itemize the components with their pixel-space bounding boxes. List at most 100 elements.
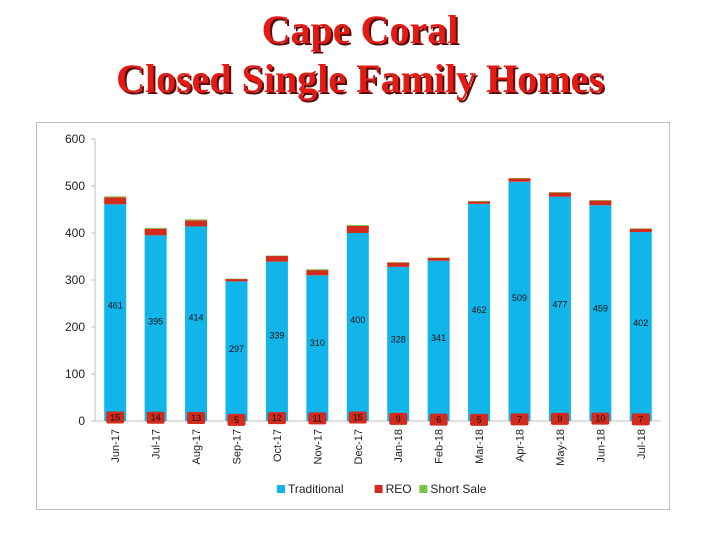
legend-label-short-sale: Short Sale: [430, 482, 486, 496]
bar-reo: [387, 262, 410, 267]
bar-traditional: [306, 275, 329, 421]
x-tick-label: Jan-18: [393, 429, 405, 463]
x-tick-label: Jul-17: [151, 429, 163, 459]
bar-traditional: [104, 204, 127, 421]
data-label-reo-background: [348, 411, 367, 424]
x-tick-label: Sep-17: [232, 429, 244, 464]
bar-traditional: [629, 232, 652, 421]
bar-reo: [265, 256, 288, 262]
bar-reo: [225, 279, 248, 282]
data-label-traditional: 339: [269, 331, 284, 341]
data-label-traditional: 459: [593, 303, 608, 313]
x-tick-label: Dec-17: [353, 429, 365, 464]
data-label-reo: 11: [313, 413, 322, 423]
bar-traditional: [225, 281, 248, 421]
legend-swatch-traditional: [277, 485, 285, 493]
x-tick-label: Nov-17: [312, 429, 324, 464]
data-label-reo-background: [187, 411, 206, 424]
legend-label-traditional: Traditional: [288, 482, 344, 496]
data-label-traditional: 400: [350, 315, 365, 325]
data-label-reo: 7: [517, 414, 522, 424]
data-label-traditional: 402: [633, 318, 648, 328]
bar-short-sale: [185, 219, 208, 221]
data-label-traditional: 462: [472, 305, 487, 315]
bar-traditional: [427, 260, 450, 421]
bar-traditional: [185, 226, 208, 421]
chart-title-line-2: Closed Single Family Homes: [116, 56, 604, 101]
data-label-reo-background: [631, 413, 650, 426]
x-tick-label: Oct-17: [272, 429, 284, 462]
data-label-traditional: 328: [391, 335, 406, 345]
data-label-reo: 7: [638, 414, 643, 424]
bar-traditional: [346, 233, 369, 421]
bar-reo: [144, 228, 167, 236]
x-tick-label: Mar-18: [474, 429, 486, 464]
bar-reo: [468, 201, 491, 204]
data-label-reo: 9: [557, 414, 562, 424]
data-label-reo: 12: [272, 413, 282, 423]
chart-title-line-1: Cape Coral: [261, 7, 459, 52]
data-label-traditional: 297: [229, 344, 244, 354]
y-tick-label: 400: [65, 226, 85, 240]
bar-reo: [346, 225, 369, 233]
data-label-reo-background: [146, 411, 165, 424]
bar-traditional: [468, 203, 491, 421]
y-tick-label: 200: [65, 320, 85, 334]
y-tick-label: 500: [65, 179, 85, 193]
y-tick-label: 0: [78, 414, 85, 428]
data-label-reo: 5: [234, 415, 239, 425]
data-label-traditional: 461: [108, 301, 123, 311]
bar-reo: [104, 197, 127, 205]
data-label-reo-background: [510, 413, 529, 426]
data-label-reo: 14: [151, 413, 161, 423]
bar-reo: [629, 228, 652, 233]
bar-reo: [589, 200, 612, 206]
x-tick-label: Apr-18: [515, 429, 527, 462]
data-label-reo-background: [550, 412, 569, 425]
data-label-reo-background: [389, 412, 408, 425]
data-label-reo-background: [429, 413, 448, 426]
x-tick-label: Jun-17: [110, 429, 122, 463]
data-label-reo: 15: [353, 412, 363, 422]
bar-short-sale: [104, 196, 127, 198]
data-label-reo-background: [591, 412, 610, 425]
data-label-reo: 6: [436, 415, 441, 425]
bar-traditional: [508, 181, 531, 421]
y-tick-label: 100: [65, 367, 85, 381]
data-label-reo-background: [106, 411, 125, 424]
bar-reo: [185, 220, 208, 227]
data-label-reo-background: [227, 413, 246, 426]
bar-reo: [306, 270, 329, 276]
bar-reo: [427, 257, 450, 261]
legend-swatch-reo: [374, 485, 383, 493]
bar-traditional: [265, 261, 288, 421]
bar-short-sale: [346, 225, 369, 226]
x-tick-label: Jul-18: [636, 429, 648, 459]
bar-chart: 0 100 200 300 400 500 600 461 15 Jun-17 395 14 Jul-1…: [65, 132, 661, 496]
chart-area: 0 100 200 300 400 500 600 461 15 Jun-17 395 14 Jul-1…: [36, 122, 670, 510]
data-label-reo: 10: [595, 414, 605, 424]
bar-short-sale: [306, 269, 329, 271]
bar-traditional: [144, 235, 167, 421]
data-label-traditional: 509: [512, 293, 527, 303]
data-label-reo: 13: [191, 413, 201, 423]
data-label-reo: 5: [477, 415, 482, 425]
data-label-traditional: 395: [148, 317, 163, 327]
x-tick-label: Jun-18: [595, 429, 607, 463]
x-tick-label: Feb-18: [434, 429, 446, 464]
bar-traditional: [387, 266, 410, 421]
data-label-traditional: 477: [552, 300, 567, 310]
data-label-reo: 15: [110, 412, 120, 422]
data-label-traditional: 414: [189, 313, 204, 323]
data-label-reo-background: [470, 413, 489, 426]
x-tick-label: May-18: [555, 429, 567, 466]
data-label-reo: 9: [396, 414, 401, 424]
data-label-traditional: 310: [310, 338, 325, 348]
legend-swatch-short-sale: [419, 485, 428, 493]
bar-traditional: [589, 205, 612, 421]
data-label-traditional: 341: [431, 333, 446, 343]
data-label-reo-background: [308, 412, 327, 425]
x-tick-label: Aug-17: [191, 429, 203, 464]
bar-short-sale: [144, 227, 167, 229]
legend-label-reo: REO: [386, 482, 412, 496]
